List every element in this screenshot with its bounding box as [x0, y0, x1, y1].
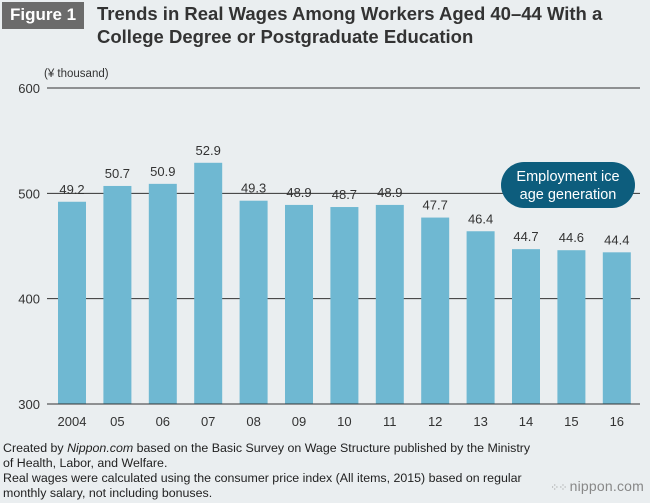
bar	[148, 183, 177, 404]
data-label: 50.9	[150, 164, 175, 179]
bar	[375, 204, 404, 404]
x-tick-label: 12	[428, 414, 442, 429]
x-tick-label: 13	[473, 414, 487, 429]
x-tick-label: 11	[383, 414, 397, 429]
bar-chart: (¥ thousand) 300 400 500 600 49.2 2004 50.7 05 50…	[18, 68, 640, 429]
bar	[285, 204, 313, 404]
figure-label: Figure 1	[2, 2, 85, 29]
x-tick-label: 14	[519, 414, 533, 429]
y-tick-label: 400	[18, 292, 40, 307]
data-label: 49.2	[59, 182, 84, 197]
data-label: 48.9	[377, 185, 402, 200]
data-label: 44.7	[513, 229, 538, 244]
data-label: 46.4	[468, 211, 493, 226]
chart-header: Figure 1 Trends in Real Wages Among Work…	[0, 0, 650, 52]
y-tick-label: 600	[18, 81, 40, 96]
data-label: 52.9	[196, 143, 221, 158]
y-tick-label: 500	[18, 186, 40, 201]
bar	[557, 250, 586, 404]
x-tick-label: 05	[110, 414, 124, 429]
x-tick-label: 08	[246, 414, 260, 429]
footnote: Created by Nippon.com based on the Basic…	[3, 441, 543, 501]
bar	[602, 252, 631, 404]
x-tick-label: 16	[610, 414, 624, 429]
source-name: Nippon.com	[67, 441, 134, 455]
bar	[103, 185, 132, 404]
y-unit-label: (¥ thousand)	[44, 68, 109, 80]
bar	[512, 249, 540, 404]
data-label: 47.7	[423, 198, 448, 213]
footnote-method-line: Real wages were calculated using the con…	[3, 471, 522, 500]
annotation-text-line1: Employment ice	[516, 169, 619, 185]
x-tick-label: 09	[292, 414, 306, 429]
bar	[421, 217, 450, 404]
data-label: 48.7	[332, 187, 357, 202]
x-tick-label: 06	[156, 414, 170, 429]
annotation-text-line2: age generation	[520, 187, 617, 203]
chart-title: Trends in Real Wages Among Workers Aged …	[97, 3, 603, 47]
bar	[239, 200, 268, 404]
x-tick-label: 2004	[58, 414, 87, 429]
data-label: 50.7	[105, 166, 130, 181]
x-tick-label: 15	[564, 414, 578, 429]
nippon-logo: ⁘⁘ nippon.com	[550, 478, 644, 494]
data-label: 49.3	[241, 181, 266, 196]
logo-dots-icon: ⁘⁘	[550, 482, 567, 494]
bar	[194, 162, 223, 404]
x-tick-label: 10	[337, 414, 351, 429]
data-label: 44.6	[559, 230, 584, 245]
footnote-source-line: Created by Nippon.com based on the Basic…	[3, 441, 531, 470]
x-tick-label: 07	[201, 414, 215, 429]
y-tick-label: 300	[18, 397, 40, 412]
data-label: 44.4	[604, 232, 629, 247]
annotation-badge	[501, 162, 635, 208]
bar	[58, 201, 86, 404]
bar	[330, 207, 359, 404]
bar	[466, 231, 495, 404]
data-label: 48.9	[286, 185, 311, 200]
